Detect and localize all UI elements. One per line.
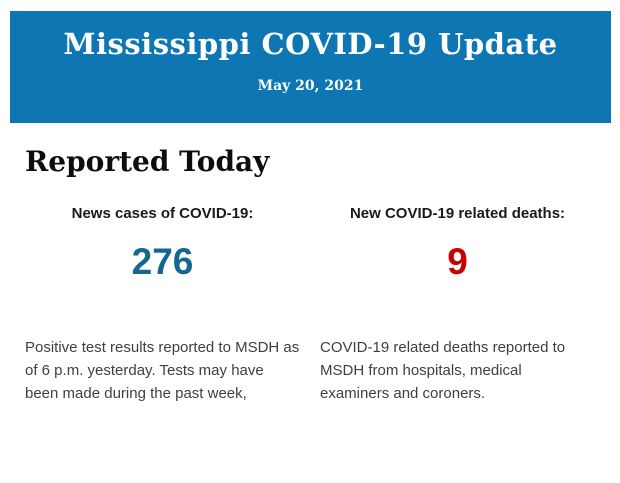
new-cases-value: 276 — [131, 241, 194, 282]
new-cases-label: News cases of COVID-19: — [71, 205, 254, 222]
page-title: Reported Today — [25, 145, 270, 178]
banner-title: Mississippi COVID-19 Update — [63, 27, 558, 61]
newsletter-page: Mississippi COVID-19 Update May 20, 2021… — [0, 11, 620, 483]
new-cases-description: Positive test results reported to MSDH a… — [25, 339, 300, 402]
stat-card-new-cases: News cases of COVID-19: 276 Positive tes… — [25, 204, 300, 405]
main-content: Reported Today News cases of COVID-19: 2… — [0, 144, 620, 405]
related-deaths-label: New COVID-19 related deaths: — [349, 205, 566, 222]
related-deaths-value: 9 — [447, 241, 468, 282]
banner-date: May 20, 2021 — [257, 78, 364, 94]
stat-card-related-deaths: New COVID-19 related deaths: 9 COVID-19 … — [320, 204, 595, 405]
related-deaths-description: COVID-19 related deaths reported to MSDH… — [320, 339, 566, 402]
stats-row: News cases of COVID-19: 276 Positive tes… — [25, 204, 595, 405]
newsletter-banner: Mississippi COVID-19 Update May 20, 2021 — [10, 11, 611, 123]
